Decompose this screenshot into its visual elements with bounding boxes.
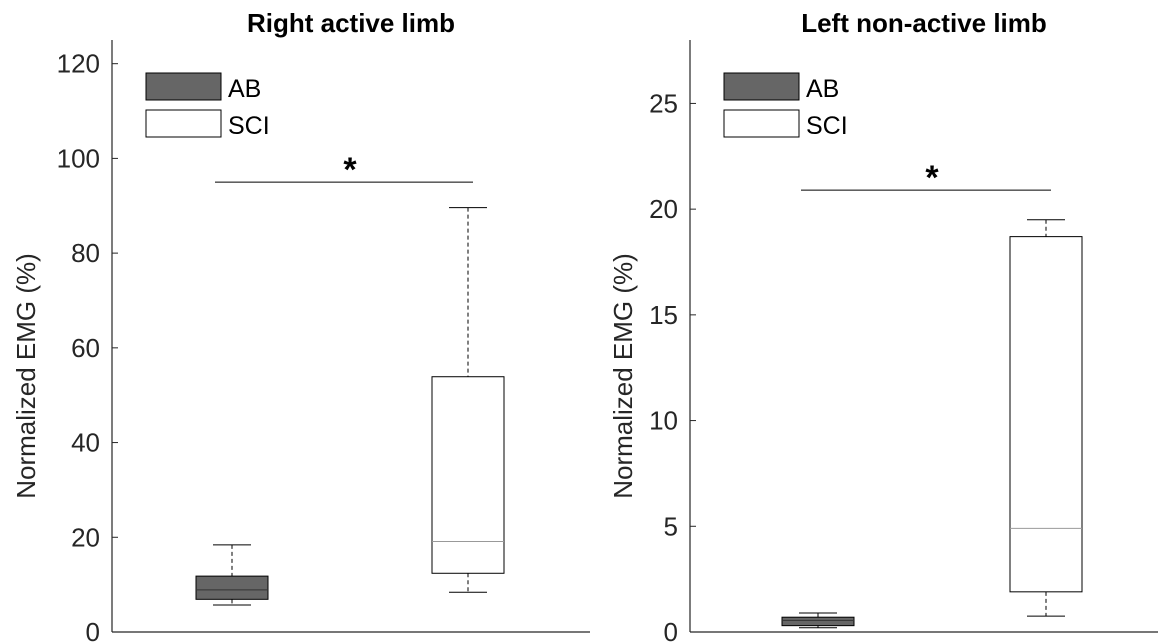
y-tick-label: 20 [649,194,678,224]
y-tick-label: 25 [649,88,678,118]
box-sci [1009,219,1083,617]
legend-swatch-sci [145,109,222,138]
y-tick-label: 0 [86,617,100,644]
chart-title: Right active limb [247,8,455,38]
y-tick-label: 120 [57,49,100,79]
y-tick-label: 10 [649,406,678,436]
box-ab [195,544,269,606]
y-tick-label: 15 [649,300,678,330]
legend-label-sci: SCI [806,112,848,140]
y-tick-label: 80 [71,238,100,268]
legend: AB SCI [145,72,270,140]
iqr-box [195,575,269,600]
y-tick-label: 20 [71,522,100,552]
chart-panel-1: Right active limb 0 20 40 60 80 100 120 Normaliz… [11,8,590,644]
iqr-box [431,376,505,574]
legend-swatch-sci [723,109,800,138]
y-tick-label: 40 [71,428,100,458]
y-tick-label: 0 [664,617,678,644]
chart-title: Left non-active limb [801,8,1047,38]
iqr-box [1009,236,1083,593]
box-ab [781,612,855,629]
y-tick-label: 5 [664,511,678,541]
y-tick-label: 60 [71,333,100,363]
legend: AB SCI [723,72,848,140]
y-axis-label: Normalized EMG (%) [11,253,41,499]
iqr-box [781,616,855,627]
y-axis-label: Normalized EMG (%) [608,253,638,499]
significance-star: * [343,151,357,189]
significance-star: * [925,159,939,197]
legend-label-ab: AB [228,75,261,103]
legend-label-sci: SCI [228,112,270,140]
legend-swatch-ab [723,72,800,101]
chart-panel-2: Left non-active limb 0 5 10 15 20 25 Normalized… [608,8,1158,644]
box-sci [431,207,505,593]
y-tick-label: 100 [57,143,100,173]
legend-label-ab: AB [806,75,839,103]
legend-swatch-ab [145,72,222,101]
